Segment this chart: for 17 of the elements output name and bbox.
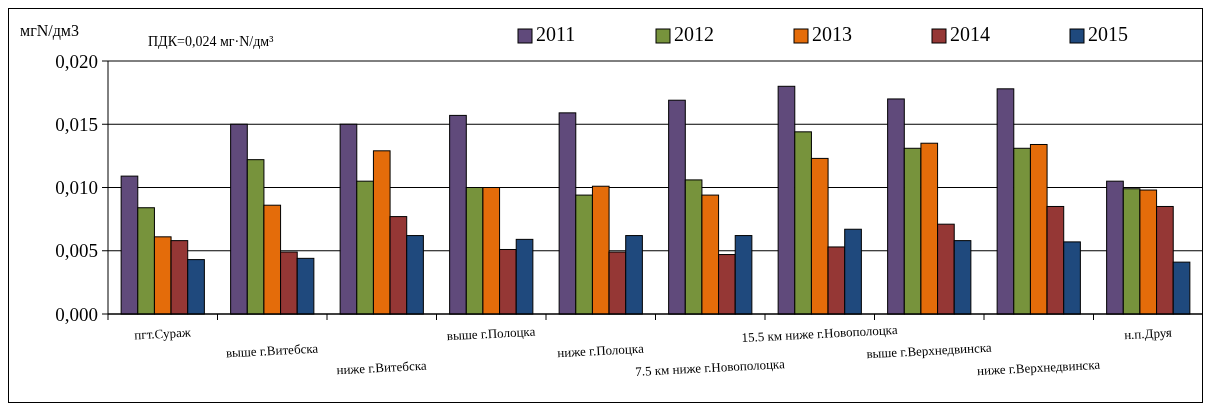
legend-label: 2014 (950, 23, 990, 45)
x-tick-label: выше г.Витебска (225, 340, 319, 361)
y-tick-label: 0,005 (55, 240, 98, 262)
x-tick-label: пгт.Сураж (133, 324, 193, 343)
x-tick-label: н.п.Друя (1123, 324, 1173, 343)
legend-label: 2013 (812, 23, 852, 45)
text: ПДК=0,024 мг·N/дм³ (148, 34, 274, 49)
legend-label: 2012 (674, 23, 714, 45)
y-tick-label: 0,000 (55, 303, 98, 325)
x-tick-label: ниже г.Витебска (336, 357, 428, 378)
y-axis-title: мгN/дм3 (20, 22, 79, 40)
x-tick-label: выше г.Полоцка (446, 323, 536, 344)
y-tick-label: 0,010 (55, 177, 98, 199)
y-tick-label: 0,015 (55, 113, 98, 135)
legend-label: 2011 (536, 23, 576, 45)
y-tick-label: 0,020 (55, 50, 98, 72)
legend-label: 2015 (1088, 23, 1128, 45)
